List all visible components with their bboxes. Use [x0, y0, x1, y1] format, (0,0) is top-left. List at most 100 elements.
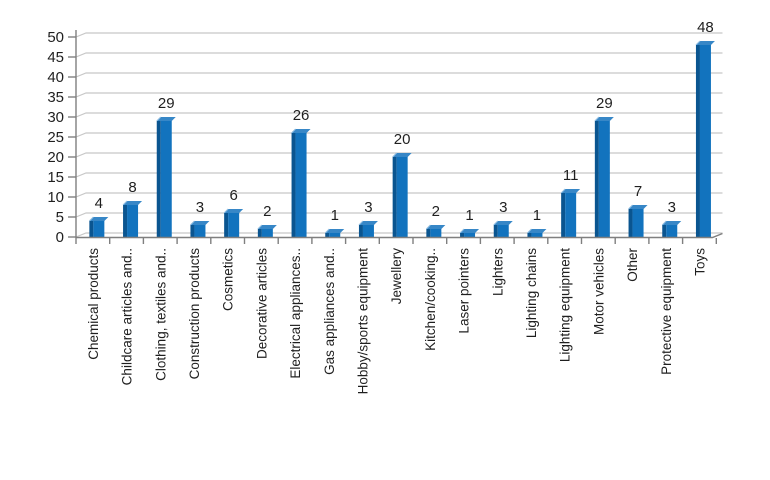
bar-value-label: 1 [331, 207, 339, 224]
y-axis-label: 40 [47, 69, 64, 86]
x-axis-label: Decorative articles [254, 248, 269, 359]
x-axis-label: Clothing, textiles and.. [153, 248, 168, 381]
bar [666, 225, 678, 237]
gridline [75, 112, 723, 118]
x-axis-label: Jewellery [389, 248, 404, 305]
bar [632, 209, 644, 237]
bar-top-cap [662, 221, 682, 225]
bar-left-edge [561, 193, 566, 237]
bar-left-edge [493, 225, 498, 237]
bar-value-label: 26 [293, 107, 310, 124]
gridline [75, 232, 723, 238]
bar [261, 229, 273, 237]
y-axis-label: 45 [47, 49, 64, 66]
bar-cap-highlight [257, 224, 263, 230]
bar-cap-highlight [527, 228, 532, 234]
bar [160, 121, 172, 237]
x-axis-label: Kitchen/cooking.. [423, 248, 438, 351]
bar-cap-highlight [392, 152, 398, 158]
bar-cap-highlight [628, 204, 633, 210]
gridline [75, 52, 723, 58]
bar-cap-highlight [661, 220, 667, 226]
bar-value-label: 3 [668, 199, 676, 216]
bar-value-label: 2 [432, 203, 440, 220]
bar-value-label: 29 [596, 95, 613, 112]
bar [127, 205, 139, 237]
bar-left-edge [662, 225, 667, 237]
bar-top-cap [460, 229, 480, 233]
bar [295, 133, 307, 237]
bar-left-edge [156, 121, 161, 237]
bar-value-label: 3 [499, 199, 507, 216]
x-axis-line [76, 232, 723, 239]
x-axis-label: Lighting chains [524, 248, 539, 338]
x-axis-label: Motor vehicles [591, 248, 606, 335]
gridline [75, 72, 723, 78]
bar [228, 213, 240, 237]
bar-left-edge [123, 205, 128, 237]
bar-cap-highlight [190, 220, 195, 226]
bar-top-cap [392, 153, 412, 157]
bar [699, 45, 711, 237]
y-axis-label: 30 [47, 109, 64, 126]
bar-top-cap [123, 201, 143, 205]
bar [329, 233, 341, 237]
bar-top-cap [156, 117, 176, 121]
bar-top-cap [89, 217, 109, 221]
bar-top-cap [358, 221, 378, 225]
bar-value-label: 3 [364, 199, 372, 216]
bar-value-label: 8 [128, 179, 136, 196]
bar-value-label: 11 [563, 167, 579, 184]
x-axis-label: Chemical products [86, 248, 101, 360]
bar-value-label: 1 [533, 207, 541, 224]
bar-top-cap [561, 189, 581, 193]
bar-cap-highlight [459, 228, 465, 234]
bar [497, 225, 509, 237]
bar-top-cap [190, 221, 210, 225]
x-axis-label: Laser pointers [457, 248, 472, 334]
x-axis-label: Cosmetics [221, 248, 236, 311]
bar-cap-highlight [223, 208, 229, 214]
bar-left-edge [190, 225, 195, 237]
bar-cap-highlight [695, 40, 701, 46]
bar-cap-highlight [88, 216, 94, 222]
bar-left-edge [358, 225, 363, 237]
bar [194, 225, 206, 237]
bar-left-edge [325, 233, 330, 237]
x-axis-label: Hobby/sports equipment [355, 248, 370, 395]
bar-value-label: 2 [263, 203, 271, 220]
bar-value-label: 7 [634, 183, 642, 200]
bar-value-label: 48 [697, 19, 714, 36]
bar-top-cap [695, 41, 715, 45]
bar-left-edge [89, 221, 94, 237]
x-axis-label: Construction products [187, 248, 202, 380]
bar-left-edge [392, 157, 397, 237]
gridline [75, 152, 723, 158]
bar-value-label: 3 [196, 199, 204, 216]
bar-cap-highlight [122, 200, 128, 206]
bar-left-edge [594, 121, 599, 237]
bar-top-cap [628, 205, 648, 209]
x-axis-label: Electrical appliances.. [288, 248, 303, 379]
x-axis-label: Childcare articles and.. [120, 248, 135, 385]
bar-value-label: 6 [229, 187, 237, 204]
bar-cap-highlight [324, 228, 330, 234]
y-axis-label: 10 [47, 189, 64, 206]
bar [396, 157, 408, 237]
bar [565, 193, 577, 237]
bar-top-cap [527, 229, 547, 233]
bar-cap-highlight [493, 220, 499, 226]
bar [93, 221, 105, 237]
bar-top-cap [426, 225, 446, 229]
bar [362, 225, 374, 237]
bar-cap-highlight [560, 188, 566, 194]
bar-cap-highlight [291, 128, 296, 134]
bar-value-label: 1 [465, 207, 473, 224]
y-axis-label: 35 [47, 89, 64, 106]
gridline [75, 212, 723, 218]
y-axis-label: 50 [47, 29, 64, 46]
x-axis-label: Lighters [490, 248, 505, 296]
gridline [75, 132, 723, 138]
y-axis-label: 20 [47, 149, 64, 166]
